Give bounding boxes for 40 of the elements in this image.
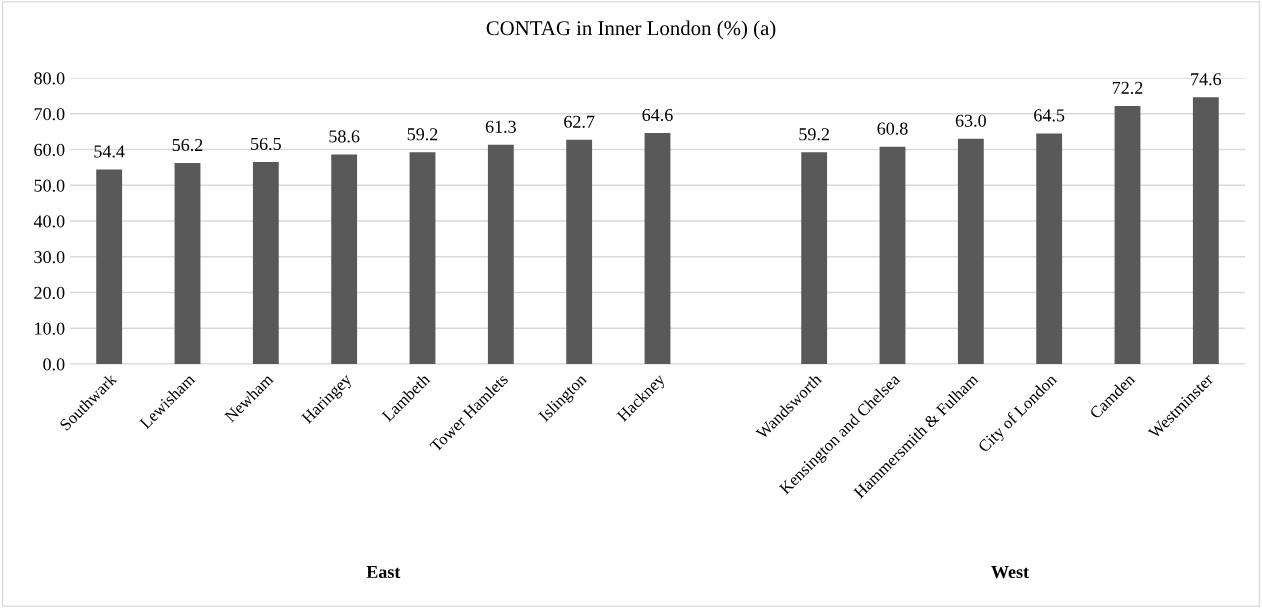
y-tick-label: 30.0: [34, 251, 65, 264]
bar: [957, 138, 984, 364]
data-label: 54.4: [94, 145, 125, 158]
text: East: [366, 566, 401, 579]
data-label: 72.2: [1112, 81, 1143, 94]
data-label: 59.2: [799, 128, 829, 141]
data-label: 74.6: [1191, 73, 1222, 86]
y-tick-label: 80.0: [34, 72, 65, 85]
y-tick-label: 50.0: [34, 179, 65, 192]
y-tick-label: 10.0: [35, 322, 65, 335]
y-tick-label: 70.0: [34, 108, 65, 121]
y-tick-label: 20.0: [34, 286, 65, 300]
chart-title: CONTAG in Inner London (%) (a): [486, 20, 776, 40]
data-label: 63.0: [955, 114, 986, 127]
data-label: 58.6: [329, 130, 360, 143]
data-label: 56.2: [172, 138, 203, 152]
data-label: 61.3: [485, 120, 516, 133]
y-tick-label: 60.0: [34, 143, 65, 157]
data-label: 59.2: [407, 128, 438, 141]
bar: [174, 163, 201, 364]
data-label: 64.6: [642, 108, 673, 122]
bar: [252, 162, 279, 364]
data-label: 60.8: [877, 122, 908, 135]
data-label: 56.5: [251, 137, 281, 151]
text: West: [991, 566, 1029, 579]
bar: [879, 146, 906, 364]
y-tick-label: 40.0: [33, 215, 65, 228]
bar: [1192, 97, 1219, 364]
bar: [487, 144, 514, 364]
bar: [801, 152, 828, 364]
bar: [409, 152, 436, 364]
bar: [96, 169, 123, 364]
bar: [566, 139, 593, 364]
bar: [331, 154, 358, 364]
bar: [1036, 133, 1063, 364]
data-label: 62.7: [564, 115, 595, 128]
bar: [1114, 105, 1141, 364]
data-label: 64.5: [1034, 109, 1065, 122]
y-tick-label: 0.0: [43, 358, 65, 371]
bar: [644, 133, 671, 364]
